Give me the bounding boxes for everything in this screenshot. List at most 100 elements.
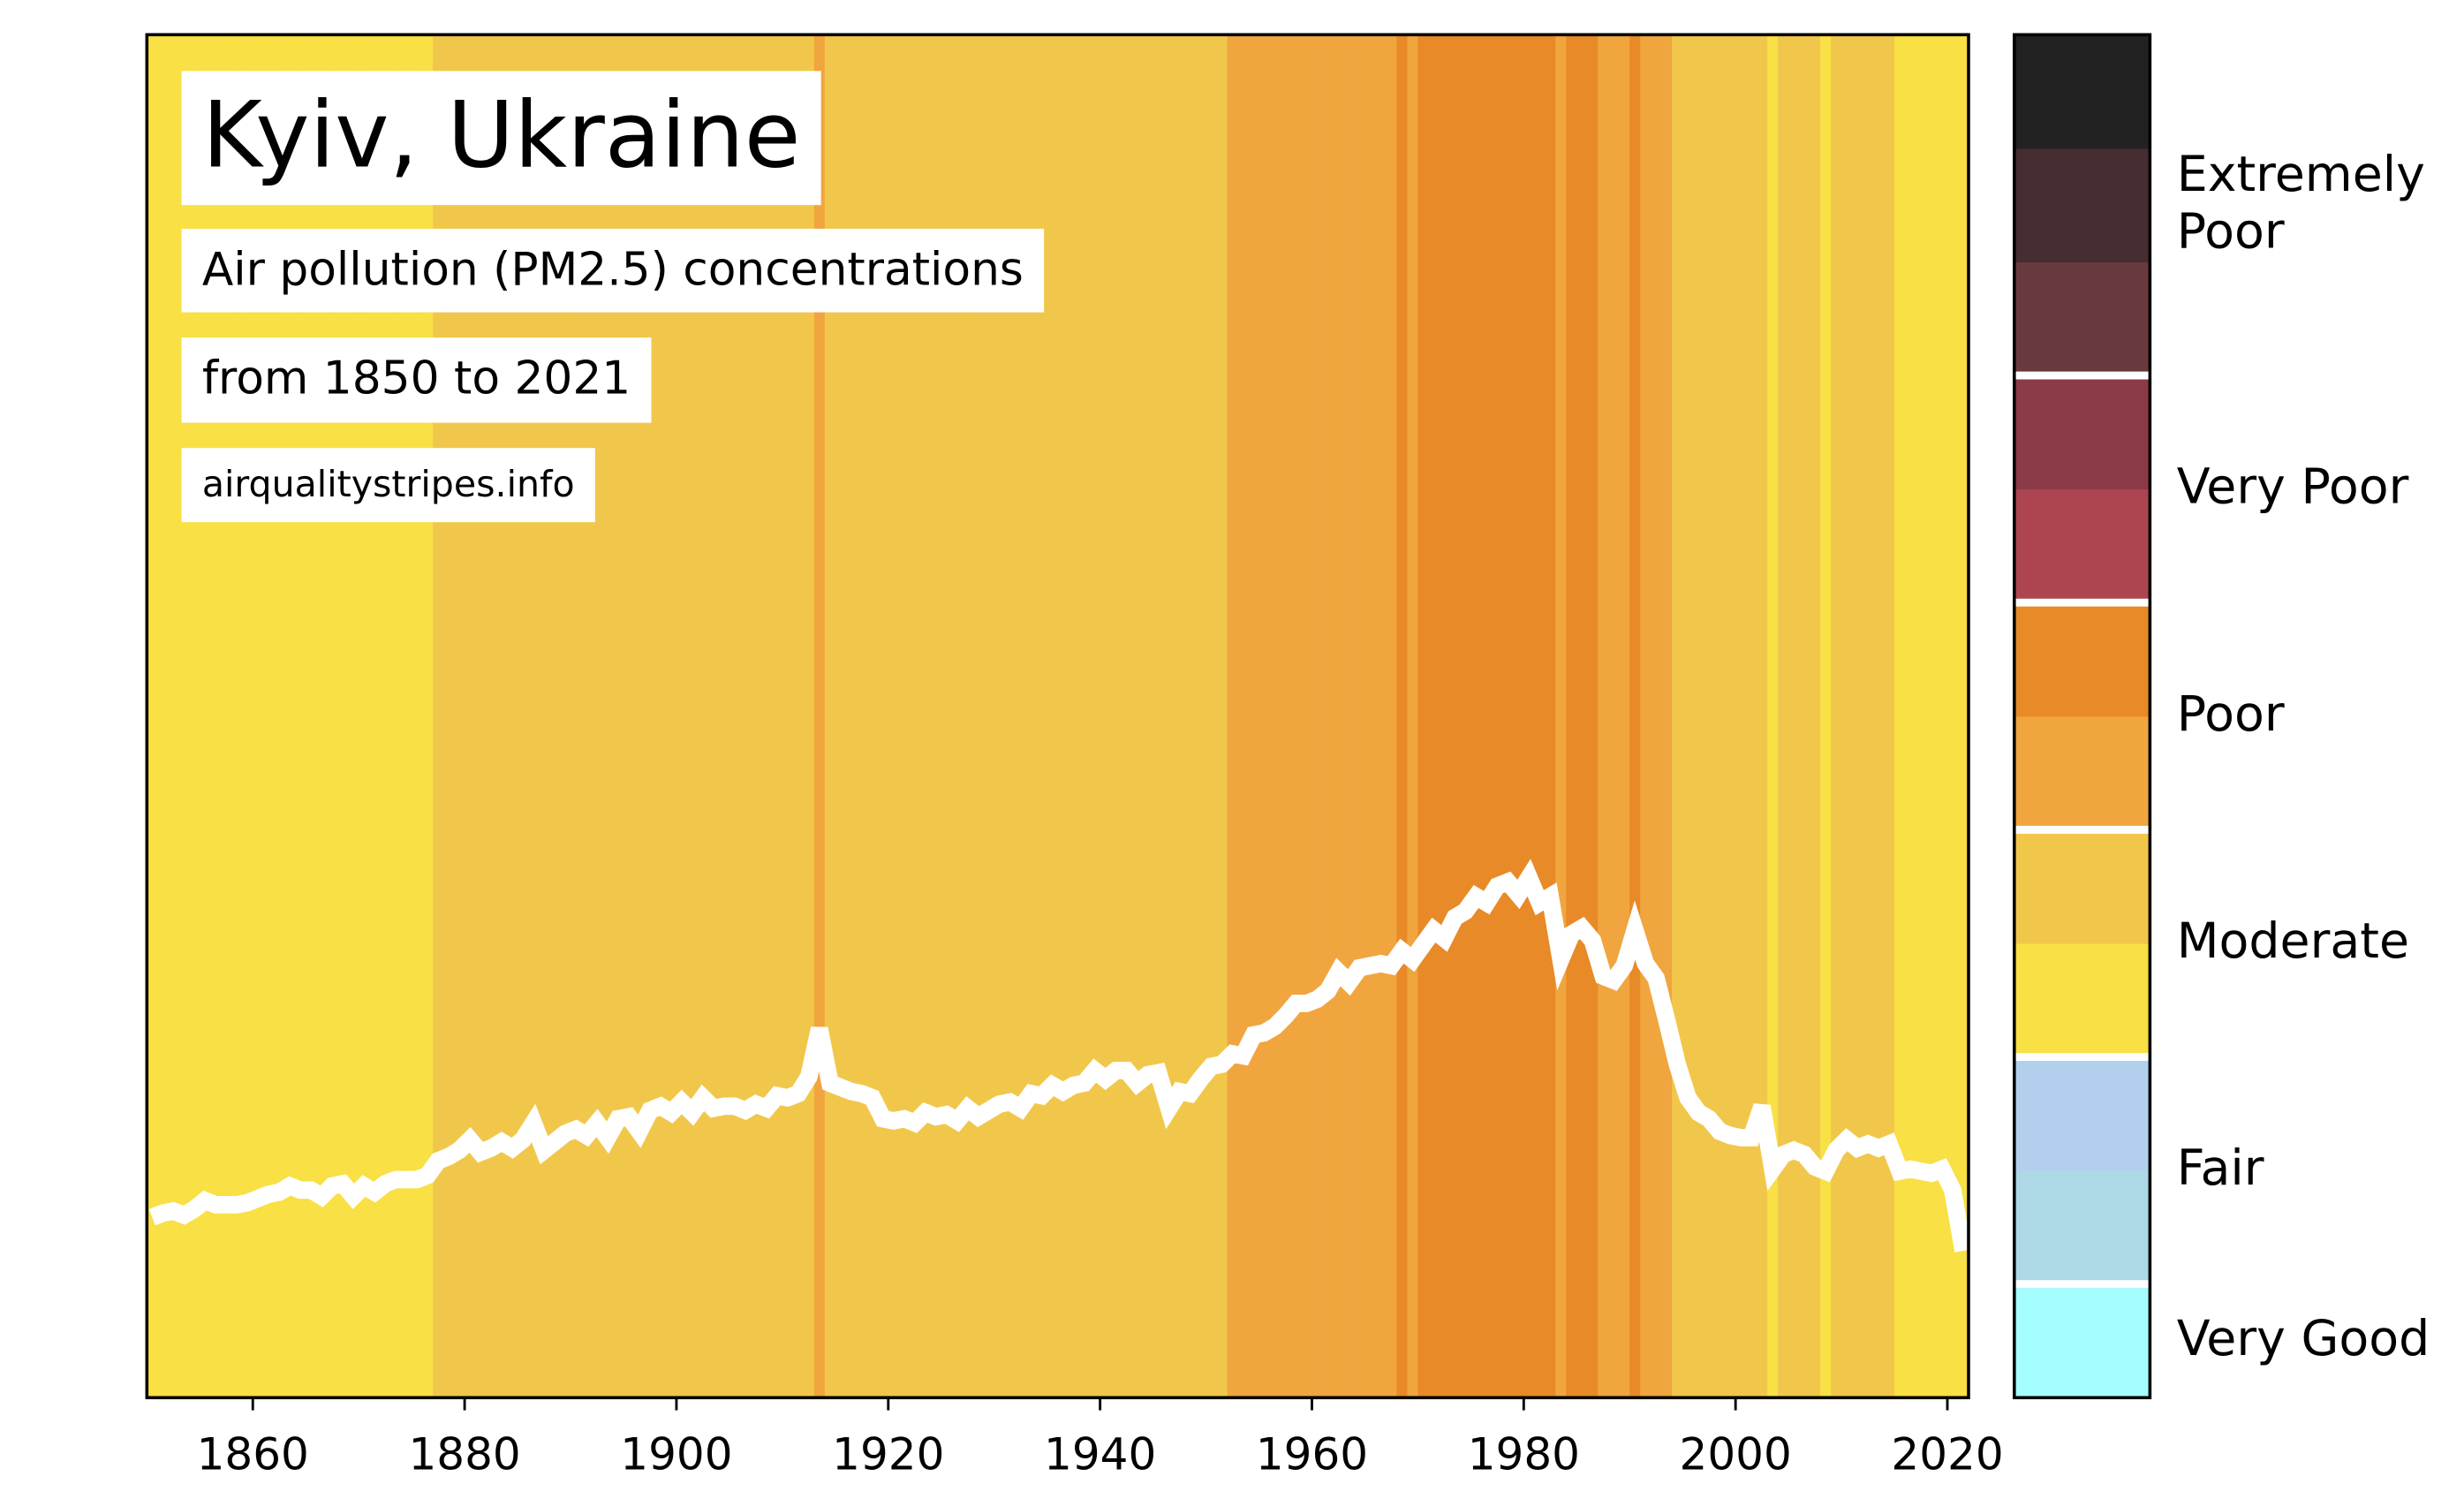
stripe	[1216, 34, 1228, 1398]
stripe	[168, 34, 180, 1398]
stripe	[707, 34, 720, 1398]
stripe	[654, 34, 667, 1398]
x-tick-label: 1960	[1256, 1429, 1368, 1480]
stripe	[1386, 34, 1398, 1398]
stripe	[1841, 34, 1853, 1398]
level-label: Moderate	[2177, 865, 2460, 1023]
stripe	[856, 34, 868, 1398]
stripe	[845, 34, 858, 1398]
stripe	[1629, 34, 1641, 1398]
stripe	[1651, 34, 1662, 1398]
stripe	[739, 34, 752, 1398]
level-label: Poor	[2177, 637, 2460, 795]
period-box	[181, 337, 652, 423]
stripe	[1513, 34, 1525, 1398]
x-axis: 1860 1880 1900 1920 1940 1960 1980 2000 2020	[197, 1397, 2004, 1480]
stripe	[1916, 34, 1927, 1398]
colorbar-block	[2014, 943, 2150, 1058]
stripe	[718, 34, 730, 1398]
source: airqualitystripes.info	[202, 463, 575, 505]
stripe	[1184, 34, 1197, 1398]
level-label: Extremely Poor	[2177, 126, 2460, 284]
stripe	[1810, 34, 1821, 1398]
stripe	[1100, 34, 1112, 1398]
chart-title: Kyiv, Ukraine	[202, 83, 801, 189]
stripe	[1884, 34, 1895, 1398]
stripe	[1142, 34, 1154, 1398]
stripe	[1937, 34, 1948, 1398]
stripe	[888, 34, 900, 1398]
stripe	[1555, 34, 1568, 1398]
stripe	[962, 34, 974, 1398]
colorbar-block	[2014, 1056, 2150, 1171]
level-label-text: Moderate	[2176, 913, 2410, 971]
stripe	[1153, 34, 1165, 1398]
stripe	[1958, 34, 1969, 1398]
stripe	[1195, 34, 1207, 1398]
stripe	[877, 34, 889, 1398]
stripe	[1131, 34, 1144, 1398]
stripe	[866, 34, 879, 1398]
stripe	[972, 34, 985, 1398]
level-label: Very Good	[2177, 1262, 2460, 1420]
stripe	[1672, 34, 1683, 1398]
stripe	[1460, 34, 1472, 1398]
level-label-text: Extremely Poor	[2176, 147, 2425, 261]
stripe	[1407, 34, 1419, 1398]
plot-frame	[145, 33, 1970, 1400]
stripe	[1163, 34, 1175, 1398]
pollution-line	[148, 859, 1969, 1253]
stripe	[1248, 34, 1260, 1398]
stripe	[1470, 34, 1483, 1398]
stripe	[1047, 34, 1059, 1398]
colorbar-block	[2014, 375, 2150, 490]
colorbar-block	[2014, 829, 2150, 944]
stripe	[1025, 34, 1038, 1398]
stripe	[1492, 34, 1504, 1398]
stripe	[760, 34, 773, 1398]
level-label: Very Poor	[2177, 410, 2460, 568]
stripe	[1873, 34, 1885, 1398]
stripe	[1343, 34, 1356, 1398]
stripe	[1682, 34, 1694, 1398]
stripe	[1290, 34, 1303, 1398]
colorbar-block	[2014, 602, 2150, 717]
level-label-text: Very Poor	[2176, 458, 2409, 517]
x-tick-label: 1900	[620, 1429, 732, 1480]
stripe	[1799, 34, 1810, 1398]
stripe	[1206, 34, 1218, 1398]
stripe	[835, 34, 847, 1398]
stripe	[1852, 34, 1863, 1398]
stripe	[909, 34, 921, 1398]
stripe	[1449, 34, 1462, 1398]
stripe	[1375, 34, 1387, 1398]
stripe	[1354, 34, 1366, 1398]
subtitle-box	[181, 228, 1045, 313]
colorbar-block	[2014, 261, 2150, 376]
level-label-text: Poor	[2176, 686, 2285, 744]
x-tick-label: 1920	[832, 1429, 944, 1480]
stripe	[1311, 34, 1324, 1398]
stripe	[1301, 34, 1313, 1398]
colorbar-block	[2014, 1283, 2150, 1398]
period: from 1850 to 2021	[202, 352, 631, 405]
stripe	[665, 34, 677, 1398]
stripe	[1089, 34, 1101, 1398]
stripe	[1587, 34, 1599, 1398]
stripe	[147, 34, 159, 1398]
stripe	[994, 34, 1006, 1398]
x-tick-label: 1860	[197, 1429, 309, 1480]
stripe	[1364, 34, 1377, 1398]
stripe	[1258, 34, 1271, 1398]
stripe	[1693, 34, 1704, 1398]
stripe	[1619, 34, 1630, 1398]
stripe	[1068, 34, 1080, 1398]
stripe	[1174, 34, 1186, 1398]
stripe	[1502, 34, 1515, 1398]
level-label-text: Very Good	[2176, 1311, 2430, 1368]
title-block: Kyiv, Ukraine Air pollution (PM2.5) conc…	[181, 71, 1045, 523]
stripe	[1227, 34, 1239, 1398]
stripe	[1280, 34, 1292, 1398]
